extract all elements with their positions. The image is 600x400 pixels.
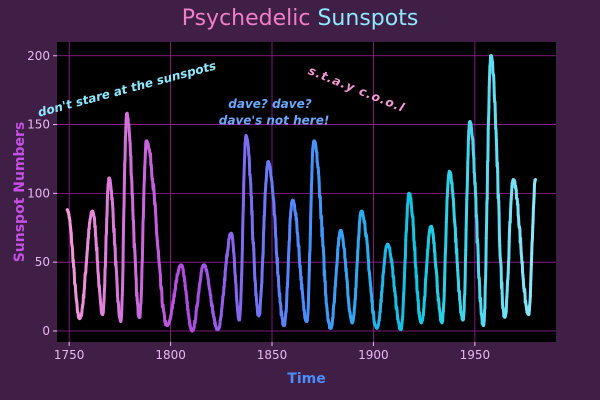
x-tick-label: 1750 xyxy=(54,348,85,362)
x-tick-label: 1800 xyxy=(155,348,186,362)
chart-title: Psychedelic Sunspots xyxy=(0,6,600,31)
y-tick-label: 150 xyxy=(27,118,50,132)
title-part-1: Psychedelic xyxy=(181,6,311,31)
x-tick-label: 1850 xyxy=(257,348,288,362)
x-tick-label: 1900 xyxy=(358,348,389,362)
x-axis-label: Time xyxy=(287,371,325,387)
y-tick-label: 50 xyxy=(35,255,50,269)
y-tick-label: 0 xyxy=(42,324,50,338)
y-tick-label: 100 xyxy=(27,186,50,200)
x-tick-label: 1950 xyxy=(460,348,491,362)
title-part-2: Sunspots xyxy=(317,6,419,31)
y-axis-label: Sunspot Numbers xyxy=(12,122,28,263)
annotation-text: dave's not here! xyxy=(219,114,330,128)
y-tick-label: 200 xyxy=(27,49,50,63)
annotation-text: dave? dave? xyxy=(228,97,311,111)
